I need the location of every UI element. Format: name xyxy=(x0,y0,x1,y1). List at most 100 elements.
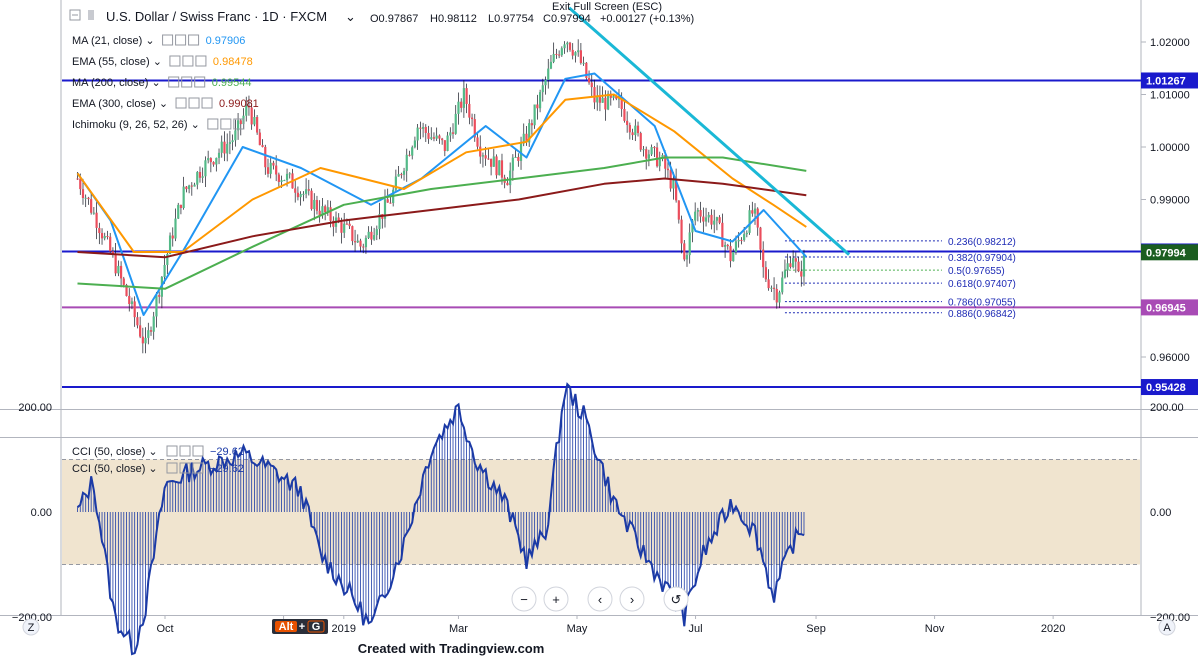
settings-icon[interactable] xyxy=(175,34,187,46)
candle-body xyxy=(734,241,738,252)
auto-scale-button[interactable]: A xyxy=(1158,618,1176,636)
candle-body xyxy=(310,190,313,210)
candle-body xyxy=(288,173,291,175)
close-icon[interactable] xyxy=(195,55,207,67)
candle-body xyxy=(435,135,438,139)
candle-body xyxy=(348,223,351,227)
candle-body xyxy=(383,199,387,219)
indicator-label: EMA (55, close) ⌄ xyxy=(72,56,162,68)
candle-body xyxy=(685,255,689,260)
candle-body xyxy=(786,263,789,271)
indicator-label: MA (21, close) ⌄ xyxy=(72,35,155,47)
candle-body xyxy=(362,246,365,248)
candle-body xyxy=(721,222,724,247)
eye-icon[interactable] xyxy=(168,76,180,88)
candle-body xyxy=(76,178,79,180)
candle-body xyxy=(100,233,104,239)
candle-body xyxy=(209,158,212,163)
close-icon[interactable] xyxy=(233,118,245,130)
candle-body xyxy=(470,117,474,120)
candle-body xyxy=(751,210,754,214)
eye-icon[interactable] xyxy=(166,445,178,457)
settings-icon[interactable] xyxy=(179,462,191,474)
candle-body xyxy=(400,174,403,176)
fib-level-label: 0.886(0.96842) xyxy=(948,309,1016,320)
candle-body xyxy=(106,236,109,238)
candle-body xyxy=(688,232,691,256)
settings-icon[interactable] xyxy=(220,118,232,130)
eye-icon[interactable] xyxy=(207,118,219,130)
close-icon[interactable] xyxy=(192,445,204,457)
candle-body xyxy=(432,137,436,139)
cci-legend[interactable]: CCI (50, close) ⌄ −29.62 CCI (50, close) ⌄… xyxy=(72,445,244,475)
candle-body xyxy=(547,68,550,80)
navigation-toolbar[interactable]: − + ‹ › ↺ xyxy=(511,586,689,612)
downtrend-line[interactable] xyxy=(568,6,851,256)
cci-tick-label-left: −200.00 xyxy=(12,612,52,624)
title-dropdown-icon[interactable]: ⌄ xyxy=(345,9,356,24)
cci-legend-row[interactable]: CCI (50, close) ⌄ −29.62 xyxy=(72,445,244,458)
scroll-right-button[interactable]: › xyxy=(619,586,645,612)
cci-axis[interactable]: 200.00 200.00 0.00 0.00 −200.00 −200.00 xyxy=(12,402,1190,624)
settings-icon[interactable] xyxy=(182,55,194,67)
close-icon[interactable] xyxy=(192,462,204,474)
cci-band-layer xyxy=(62,459,1140,565)
eye-icon[interactable] xyxy=(169,55,181,67)
candle-body xyxy=(245,105,248,116)
candle-body xyxy=(413,140,417,148)
close-icon[interactable] xyxy=(188,34,200,46)
eye-icon[interactable] xyxy=(175,97,187,109)
zoom-mode-button[interactable]: Z xyxy=(22,618,40,636)
indicator-value: 0.99544 xyxy=(212,77,252,89)
eye-icon[interactable] xyxy=(166,462,178,474)
symbol-flag-icon xyxy=(88,10,94,20)
settings-icon[interactable] xyxy=(179,445,191,457)
candle-body xyxy=(601,97,604,103)
candle-body xyxy=(307,189,310,191)
cci-legend-row[interactable]: CCI (50, close) ⌄ −29.62 xyxy=(72,462,244,475)
indicator-row[interactable]: MA (21, close) ⌄ 0.97906 xyxy=(72,34,245,47)
reset-chart-button[interactable]: ↺ xyxy=(663,586,689,612)
indicator-row[interactable]: EMA (55, close) ⌄ 0.98478 xyxy=(72,55,253,68)
candle-body xyxy=(677,200,680,220)
candle-body xyxy=(631,132,634,136)
scroll-left-button[interactable]: ‹ xyxy=(587,586,613,612)
candle-body xyxy=(560,48,563,56)
candle-body xyxy=(729,246,732,262)
candle-body xyxy=(596,95,599,103)
alt-g-hint[interactable]: Alt + G xyxy=(272,619,328,634)
candle-body xyxy=(185,186,188,190)
candle-body xyxy=(694,211,697,221)
zoom-out-button[interactable]: − xyxy=(511,586,537,612)
candle-body xyxy=(473,119,476,138)
indicator-row[interactable]: EMA (300, close) ⌄ 0.99081 xyxy=(72,97,259,110)
candle-body xyxy=(326,207,329,213)
indicator-row[interactable]: MA (200, close) ⌄ 0.99544 xyxy=(72,76,252,89)
collapse-icon[interactable] xyxy=(69,9,81,21)
indicator-legend[interactable]: MA (21, close) ⌄ 0.97906 EMA (55, close) ⌄… xyxy=(72,34,259,131)
candle-body xyxy=(250,107,253,125)
close-icon[interactable] xyxy=(201,97,213,109)
candle-body xyxy=(321,206,324,216)
eye-icon[interactable] xyxy=(162,34,174,46)
indicator-label: Ichimoku (9, 26, 52, 26) ⌄ xyxy=(72,119,200,131)
price-tag xyxy=(1141,72,1198,89)
close-icon[interactable] xyxy=(194,76,206,88)
candle-body xyxy=(762,249,765,268)
indicator-row[interactable]: Ichimoku (9, 26, 52, 26) ⌄ xyxy=(72,118,245,131)
candle-body xyxy=(549,61,553,69)
cci-series xyxy=(76,382,805,656)
candle-body xyxy=(280,180,283,182)
candle-body xyxy=(378,214,381,230)
candle-body xyxy=(356,240,359,243)
settings-icon[interactable] xyxy=(181,76,193,88)
symbol-title[interactable]: U.S. Dollar / Swiss Franc · 1D · FXCM xyxy=(106,9,327,24)
fibonacci-retracement[interactable]: 0.236(0.98212) 0.382(0.97904) 0.5(0.97655)… xyxy=(784,237,1016,320)
candle-body xyxy=(128,295,131,305)
candle-body xyxy=(168,235,172,254)
trend-line[interactable] xyxy=(568,6,851,256)
zoom-in-button[interactable]: + xyxy=(543,586,569,612)
settings-icon[interactable] xyxy=(188,97,200,109)
exit-fullscreen-hint[interactable]: Exit Full Screen (ESC) xyxy=(552,1,662,13)
